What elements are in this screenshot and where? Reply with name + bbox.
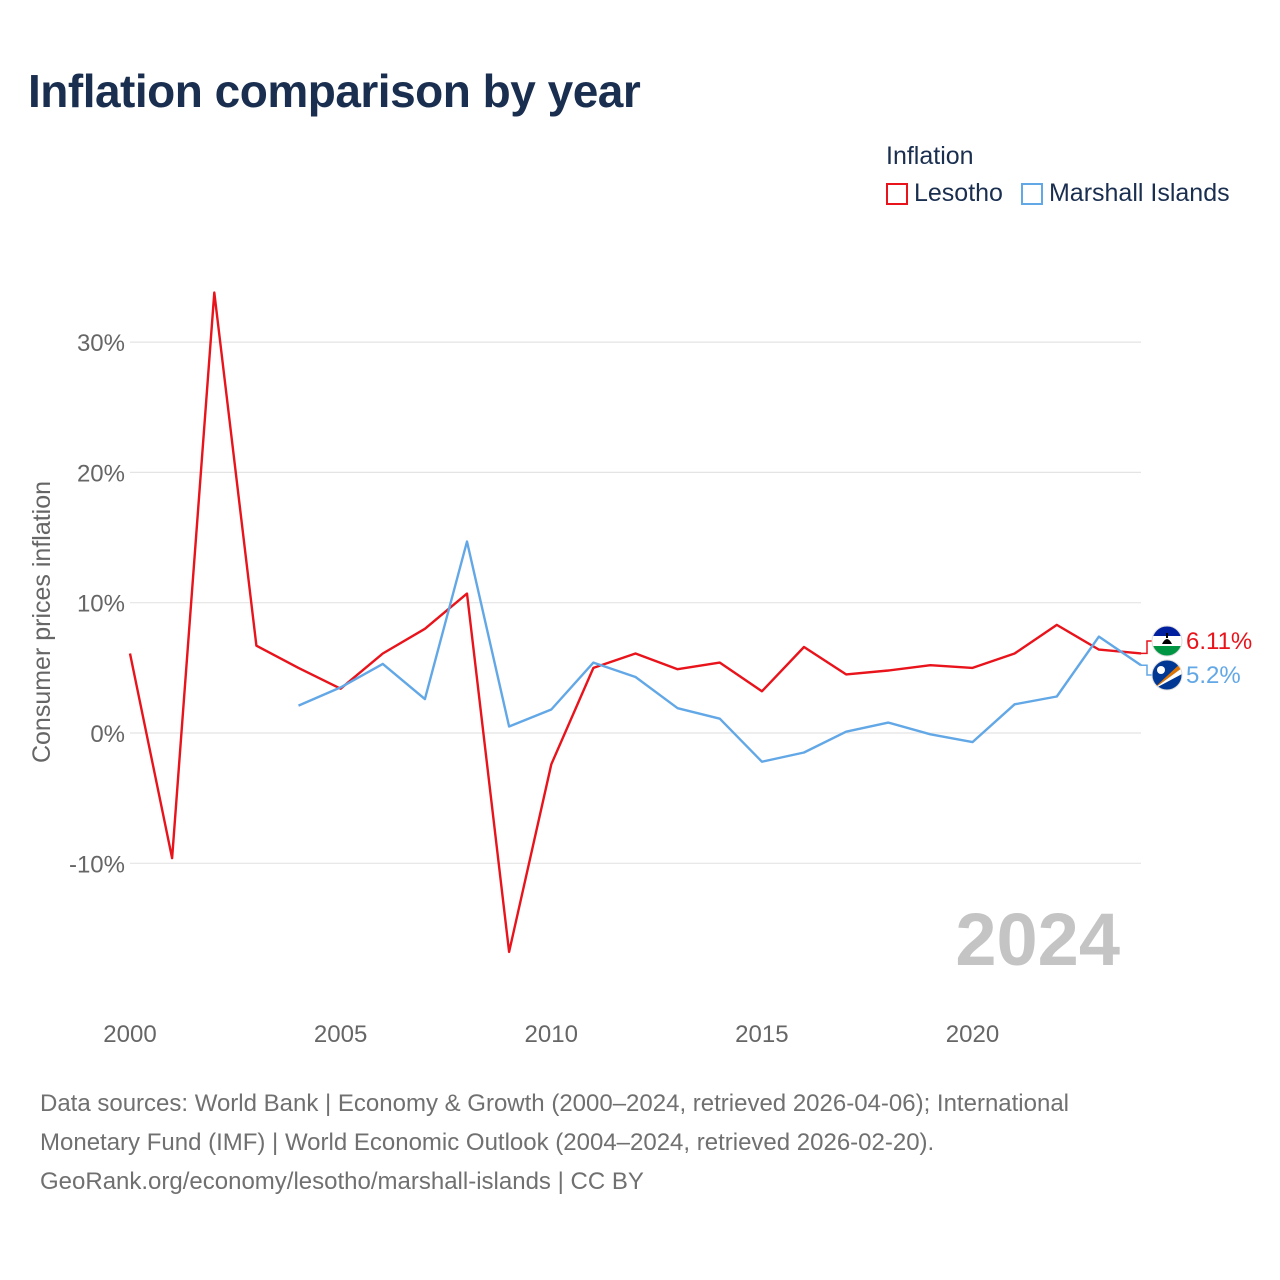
end-labels: 6.11% 5.2% [1141,625,1252,691]
legend-label-lesotho: Lesotho [914,179,1003,207]
legend-swatch-lesotho [886,182,908,205]
chart-title: Inflation comparison by year [28,65,641,117]
y-tick-label: 10% [77,591,125,618]
year-watermark: 2024 [955,898,1120,981]
x-tick-label: 2005 [314,1021,367,1048]
series-line-lesotho[interactable] [128,291,1142,954]
footer: Data sources: World Bank | Economy & Gro… [40,1084,1240,1201]
y-tick-labels: 30% 20% 10% 0% -10% [69,330,125,878]
y-tick-label: 0% [90,721,125,748]
x-tick-labels: 2000 2005 2010 2015 2020 [103,1021,999,1048]
gridlines [130,341,1141,864]
x-tick-label: 2010 [525,1021,578,1048]
series-lines [128,291,1142,954]
line-chart: 30% 20% 10% 0% -10% 2000 2005 2010 2015 2020 Con… [28,291,1252,1048]
y-axis-label: Consumer prices inflation [28,481,56,763]
end-value-label-lesotho: 6.11% [1186,628,1252,655]
legend-item-marshall-islands[interactable]: Marshall Islands [1020,179,1230,208]
legend-label-marshall-islands: Marshall Islands [1048,179,1230,207]
footer-attribution[interactable]: GeoRank.org/economy/lesotho/marshall-isl… [40,1168,644,1195]
legend: Inflation Lesotho Marshall Islands [886,142,1230,208]
end-label-connector [1141,640,1153,655]
legend-item-lesotho[interactable]: Lesotho [886,179,1003,208]
series-line-marshall-islands[interactable] [298,540,1142,763]
footer-sources-line-2: Monetary Fund (IMF) | World Economic Out… [40,1129,935,1156]
legend-title: Inflation [886,142,974,170]
y-tick-label: -10% [69,851,125,878]
x-tick-label: 2015 [735,1021,788,1048]
y-tick-label: 30% [77,330,125,357]
end-label-connector [1141,664,1153,676]
x-tick-label: 2020 [946,1021,999,1048]
x-tick-label: 2000 [103,1021,156,1048]
footer-sources-line-1: Data sources: World Bank | Economy & Gro… [40,1090,1070,1117]
legend-swatch-marshall-islands [1020,182,1043,205]
lesotho-flag-icon [1151,625,1183,657]
y-tick-label: 20% [77,460,125,487]
marshall-islands-flag-icon [1151,659,1183,691]
end-value-label-marshall-islands: 5.2% [1186,662,1241,689]
